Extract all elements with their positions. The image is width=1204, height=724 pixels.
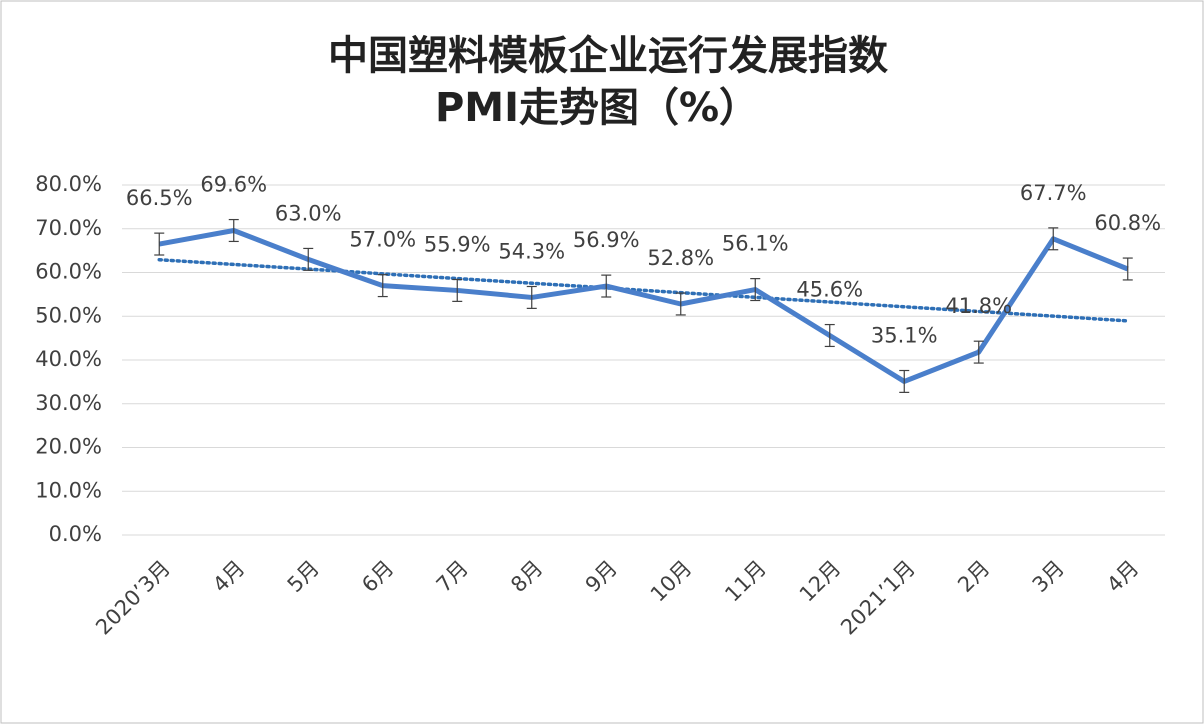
data-label: 55.9% [424,232,491,256]
data-label: 54.3% [498,239,565,263]
y-tick-label: 20.0% [35,435,102,459]
data-label: 69.6% [200,173,267,197]
data-label: 60.8% [1094,211,1161,235]
error-bar [750,278,761,302]
data-label: 41.8% [945,294,1012,318]
data-label: 52.8% [647,246,714,270]
y-tick-label: 60.0% [35,260,102,284]
error-bar [526,285,537,309]
error-bar [1048,227,1059,251]
chart-subtitle: PMI走势图（%） [435,85,759,131]
y-tick-label: 50.0% [35,303,102,327]
data-label: 45.6% [796,278,863,302]
y-tick-label: 30.0% [35,391,102,415]
error-bar [899,369,910,393]
error-bar [377,274,388,298]
trendline [157,257,1130,323]
error-bar [228,218,239,243]
chart-title: 中国塑料模板企业运行发展指数 [328,33,888,79]
y-tick-label: 40.0% [35,347,102,371]
error-bar [601,274,612,298]
error-bar [675,292,686,316]
y-tick-label: 70.0% [35,216,102,240]
data-label: 63.0% [275,201,342,225]
y-tick-label: 0.0% [49,522,102,546]
error-bar [154,232,165,256]
error-bar [973,340,984,364]
error-bar [303,247,314,271]
data-label: 35.1% [871,323,938,347]
error-bar [1122,257,1133,281]
error-bar [824,323,835,348]
data-line [158,228,1129,384]
y-tick-label: 10.0% [35,478,102,502]
data-label: 67.7% [1020,181,1087,205]
error-bar [452,278,463,302]
data-label: 56.9% [573,228,640,252]
data-label: 66.5% [126,186,193,210]
data-label: 56.1% [722,232,789,256]
data-label: 57.0% [349,228,416,252]
y-tick-label: 80.0% [35,172,102,196]
